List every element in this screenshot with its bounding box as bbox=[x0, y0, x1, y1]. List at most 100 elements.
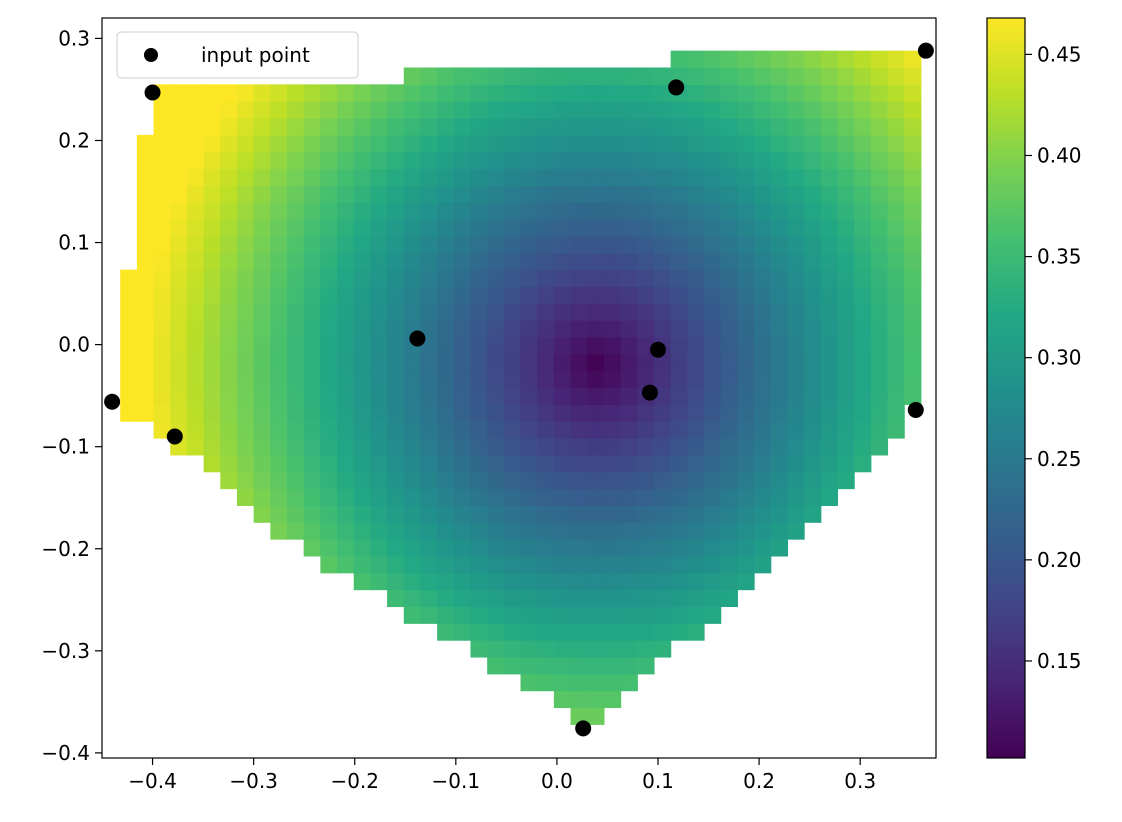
heatmap-cell bbox=[720, 404, 738, 422]
heatmap-cell bbox=[603, 134, 622, 153]
heatmap-cell bbox=[253, 471, 271, 490]
heatmap-cell bbox=[687, 404, 705, 422]
heatmap-cell bbox=[437, 555, 455, 574]
heatmap-cell bbox=[337, 134, 355, 153]
heatmap-cell bbox=[320, 84, 338, 102]
heatmap-cell bbox=[203, 303, 221, 321]
heatmap-cell bbox=[203, 421, 221, 439]
heatmap-cell bbox=[353, 488, 371, 506]
heatmap-cell bbox=[587, 320, 605, 338]
heatmap-cell bbox=[704, 252, 722, 271]
heatmap-cell bbox=[487, 589, 505, 608]
heatmap-cell bbox=[537, 219, 555, 237]
heatmap-cell bbox=[570, 134, 588, 153]
heatmap-cell bbox=[854, 320, 872, 338]
heatmap-cell bbox=[837, 84, 855, 102]
heatmap-cell bbox=[437, 202, 455, 220]
heatmap-cell bbox=[203, 438, 221, 456]
heatmap-cell bbox=[637, 488, 655, 506]
heatmap-cell bbox=[720, 67, 738, 85]
heatmap-cell bbox=[337, 303, 355, 321]
heatmap-cell bbox=[220, 269, 238, 288]
heatmap-cell bbox=[653, 454, 672, 473]
heatmap-cell bbox=[603, 606, 622, 624]
heatmap-cell bbox=[754, 286, 772, 304]
heatmap-cell bbox=[153, 370, 171, 389]
heatmap-cell bbox=[770, 370, 788, 389]
heatmap-cell bbox=[236, 438, 255, 456]
heatmap-cell bbox=[787, 370, 805, 389]
heatmap-cell bbox=[653, 219, 672, 237]
heatmap-cell bbox=[620, 370, 638, 389]
heatmap-cell bbox=[437, 454, 455, 473]
heatmap-cell bbox=[670, 623, 688, 641]
heatmap-cell bbox=[737, 185, 755, 203]
heatmap-cell bbox=[620, 539, 638, 557]
heatmap-cell bbox=[453, 438, 472, 456]
heatmap-cell bbox=[520, 421, 538, 439]
heatmap-cell bbox=[870, 387, 889, 405]
heatmap-cell bbox=[236, 370, 255, 389]
heatmap-cell bbox=[820, 336, 839, 355]
heatmap-cell bbox=[637, 353, 655, 372]
heatmap-cell bbox=[136, 202, 155, 220]
x-tick-label: −0.3 bbox=[229, 769, 278, 793]
heatmap-cell bbox=[470, 320, 488, 338]
heatmap-cell bbox=[470, 404, 488, 422]
heatmap-cell bbox=[754, 252, 772, 271]
heatmap-cell bbox=[287, 202, 305, 220]
heatmap-cell bbox=[820, 438, 839, 456]
heatmap-cell bbox=[537, 555, 555, 574]
heatmap-cell bbox=[704, 353, 722, 372]
heatmap-cell bbox=[337, 151, 355, 170]
heatmap-cell bbox=[904, 151, 922, 170]
heatmap-cell bbox=[720, 370, 738, 389]
heatmap-cell bbox=[704, 572, 722, 591]
heatmap-cell bbox=[370, 438, 388, 456]
heatmap-cell bbox=[437, 101, 455, 119]
heatmap-cell bbox=[704, 370, 722, 389]
heatmap-cell bbox=[870, 151, 889, 170]
heatmap-cell bbox=[420, 438, 438, 456]
heatmap-cell bbox=[653, 353, 672, 372]
heatmap-cell bbox=[420, 286, 438, 304]
heatmap-cell bbox=[403, 454, 422, 473]
heatmap-cell bbox=[487, 151, 505, 170]
heatmap-cell bbox=[570, 438, 588, 456]
heatmap-cell bbox=[770, 101, 788, 119]
heatmap-cell bbox=[887, 421, 905, 439]
heatmap-cell bbox=[487, 336, 505, 355]
heatmap-cell bbox=[670, 168, 688, 186]
heatmap-cell bbox=[537, 623, 555, 641]
heatmap-cell bbox=[253, 84, 271, 102]
heatmap-cell bbox=[337, 269, 355, 288]
heatmap-cell bbox=[136, 404, 155, 422]
heatmap-cell bbox=[303, 370, 321, 389]
heatmap-cell bbox=[453, 151, 472, 170]
heatmap-cell bbox=[170, 387, 188, 405]
x-tick-label: −0.1 bbox=[432, 769, 481, 793]
heatmap-cell bbox=[136, 252, 155, 271]
heatmap-cell bbox=[570, 84, 588, 102]
heatmap-cell bbox=[620, 235, 638, 254]
heatmap-cell bbox=[387, 387, 405, 405]
heatmap-cell bbox=[303, 168, 321, 186]
heatmap-cell bbox=[387, 269, 405, 288]
heatmap-cell bbox=[470, 84, 488, 102]
heatmap-cell bbox=[804, 219, 822, 237]
heatmap-cell bbox=[804, 488, 822, 506]
heatmap-cell bbox=[537, 168, 555, 186]
colorbar-tick-label: 0.40 bbox=[1037, 143, 1082, 167]
heatmap-cell bbox=[220, 370, 238, 389]
heatmap-cell bbox=[153, 320, 171, 338]
heatmap-cell bbox=[487, 118, 505, 136]
heatmap-cell bbox=[770, 488, 788, 506]
heatmap-cell bbox=[353, 454, 371, 473]
input-point bbox=[668, 79, 685, 96]
heatmap-cell bbox=[420, 353, 438, 372]
heatmap-cell bbox=[704, 505, 722, 523]
heatmap-cell bbox=[704, 118, 722, 136]
heatmap-cell bbox=[603, 387, 622, 405]
heatmap-cell bbox=[253, 454, 271, 473]
heatmap-cell bbox=[620, 185, 638, 203]
